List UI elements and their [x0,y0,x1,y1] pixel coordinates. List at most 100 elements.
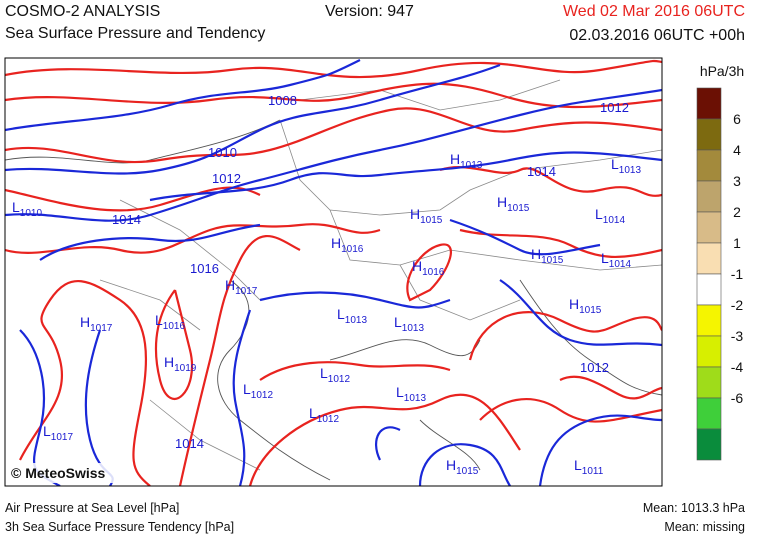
center-value: 1015 [420,215,443,226]
legend-swatch [696,211,722,244]
legend-swatch [696,304,722,337]
pressure-center: L1013 [337,306,367,326]
pressure-center: L1013 [396,384,426,404]
center-value: 1012 [328,374,351,385]
center-type: H [446,457,456,473]
borders [5,79,662,481]
center-value: 1016 [422,267,445,278]
center-type: L [611,156,619,172]
pressure-center: H1019 [164,354,197,374]
isobar-label: 1014 [112,212,141,227]
center-type: H [410,206,420,222]
pressure-center: H1015 [569,296,602,316]
center-value: 1015 [507,203,530,214]
legend-label: 1 [733,235,741,251]
isobar-label: 1010 [208,145,237,160]
legend-swatch [696,242,722,275]
map: 100810101012101410121014101610121014L101… [5,58,662,486]
legend: 6 4 3 2 1 -1 -2 -3 -4 -6 [696,87,744,461]
legend-swatch [696,118,722,151]
footer-right-1: Mean: 1013.3 hPa [643,501,745,515]
pressure-center: L1012 [320,365,350,385]
isobar-label: 1012 [212,171,241,186]
center-type: L [396,384,404,400]
legend-label: -2 [731,297,744,313]
pressure-center: H1016 [331,235,364,255]
pressure-center: H1017 [225,277,258,297]
legend-label: -4 [731,359,744,375]
pressure-center: L1013 [394,314,424,334]
pressure-center: L1013 [611,156,641,176]
legend-swatch [696,397,722,430]
footer-left-1: Air Pressure at Sea Level [hPa] [5,501,179,515]
legend-label: 2 [733,204,741,220]
pressure-center: L1016 [155,312,185,332]
pressure-center: H1015 [446,457,479,477]
center-value: 1019 [174,363,197,374]
center-value: 1016 [163,321,186,332]
isobar-label: 1012 [600,100,629,115]
center-value: 1017 [51,432,74,443]
center-type: L [243,381,251,397]
isobar-label: 1016 [190,261,219,276]
isobar-label: 1014 [527,164,556,179]
center-value: 1017 [90,323,113,334]
center-type: L [43,423,51,439]
center-type: L [595,206,603,222]
center-value: 1012 [317,414,340,425]
center-type: L [320,365,328,381]
legend-swatch [696,366,722,399]
center-value: 1015 [456,466,479,477]
center-value: 1012 [251,390,274,401]
pressure-center: L1012 [309,405,339,425]
pressure-center: H1017 [80,314,113,334]
legend-label: -3 [731,328,744,344]
footer-right-2: Mean: missing [664,520,745,534]
footer-left-2: 3h Sea Surface Pressure Tendency [hPa] [5,520,234,534]
run: 02.03.2016 06UTC +00h [569,27,745,44]
map-labels: 100810101012101410121014101610121014L101… [12,93,641,477]
center-type: H [80,314,90,330]
center-value: 1011 [582,466,604,477]
title: COSMO-2 ANALYSIS [5,3,160,20]
pressure-center: H1013 [450,151,483,171]
legend-unit: hPa/3h [700,63,744,79]
center-type: H [450,151,460,167]
center-type: H [331,235,341,251]
legend-label: 4 [733,142,741,158]
version: Version: 947 [325,3,414,20]
legend-label: 6 [733,111,741,127]
legend-swatch [696,428,722,461]
isobar-label: 1012 [580,360,609,375]
pressure-center: L1011 [574,457,604,477]
legend-swatch [696,180,722,213]
pressure-center: L1014 [601,250,631,270]
center-value: 1010 [20,208,43,219]
center-type: L [601,250,609,266]
center-value: 1014 [609,259,632,270]
pressure-center: L1014 [595,206,625,226]
center-type: H [497,194,507,210]
center-value: 1015 [541,255,564,266]
pressure-center: H1015 [497,194,530,214]
copyright: © MeteoSwiss [11,465,106,481]
legend-swatch [696,273,722,306]
pressure-isobars [5,59,662,486]
date: Wed 02 Mar 2016 06UTC [563,3,745,20]
pressure-center: L1010 [12,199,42,219]
isobar-label: 1014 [175,436,204,451]
isobar-label: 1008 [268,93,297,108]
center-type: L [12,199,20,215]
center-type: H [225,277,235,293]
pressure-center: H1015 [531,246,564,266]
legend-swatch [696,335,722,368]
center-value: 1015 [579,305,602,316]
center-type: H [531,246,541,262]
pressure-center: L1012 [243,381,273,401]
center-type: L [155,312,163,328]
center-value: 1013 [460,160,483,171]
center-type: L [337,306,345,322]
pressure-center: H1015 [410,206,443,226]
